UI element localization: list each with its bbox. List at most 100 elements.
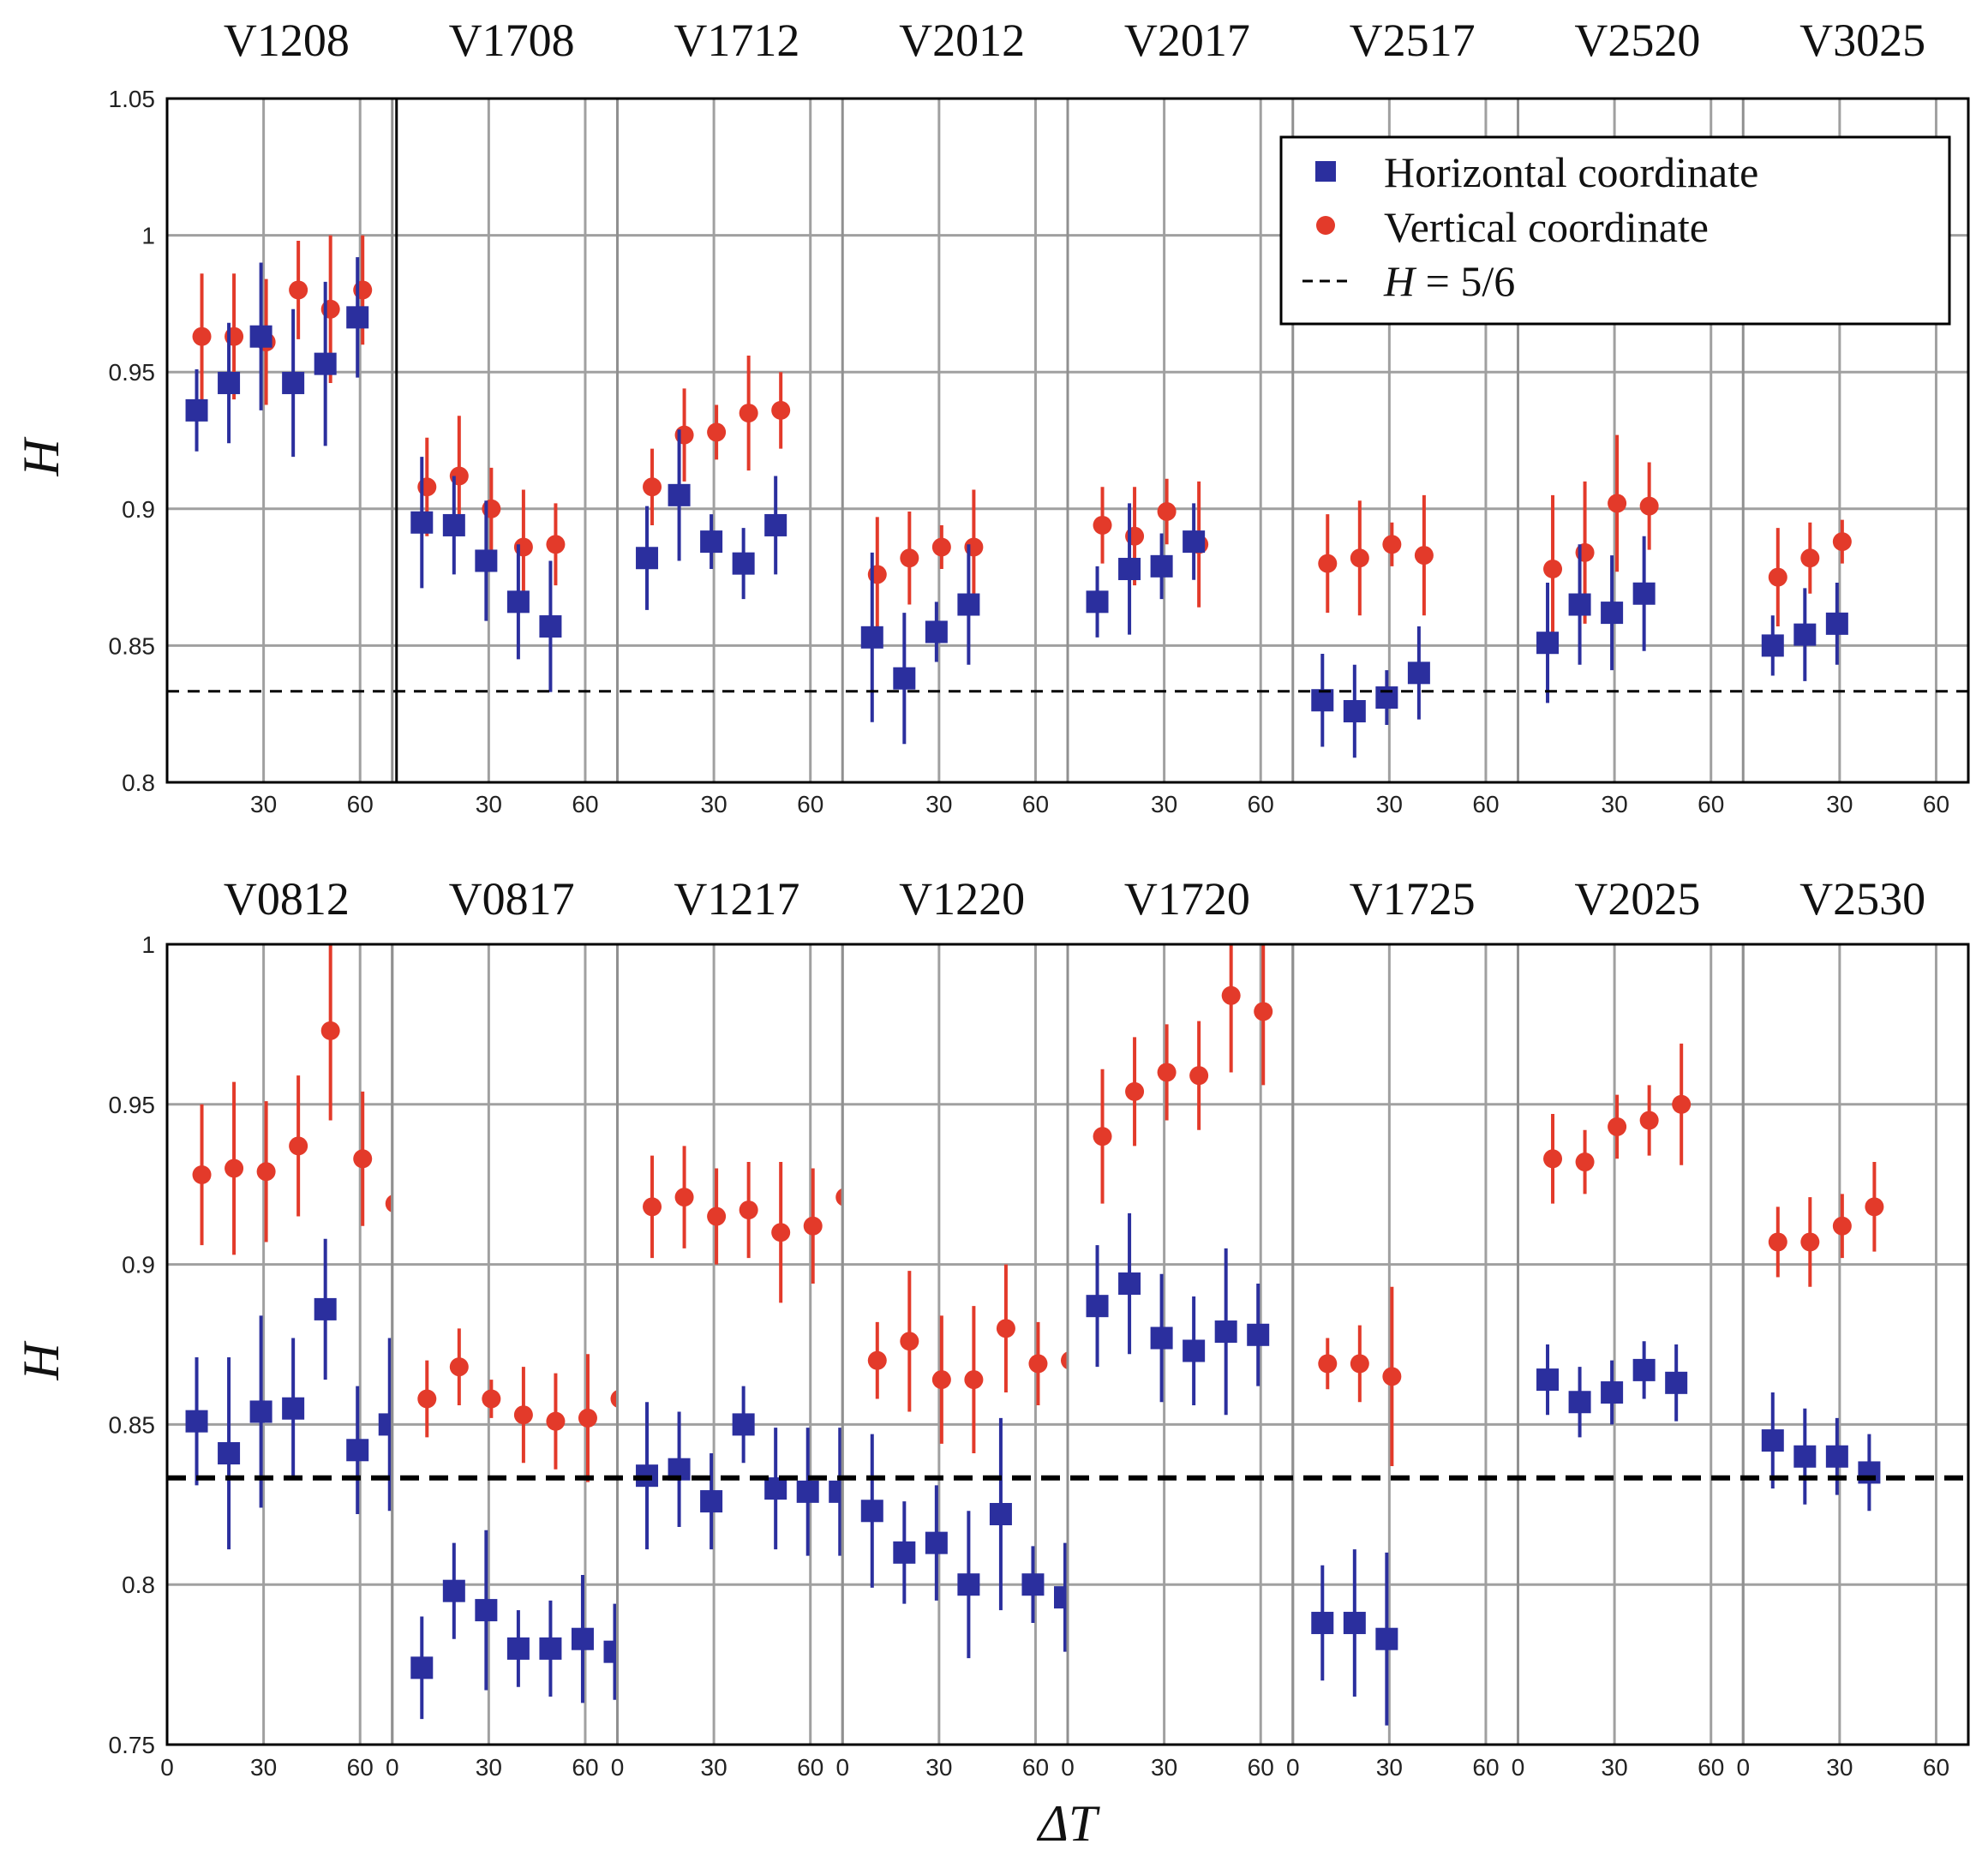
bottom-panel: 0.75 0.8 0.85 0.9 0.95 1 H 0 30 60 V0812 0 30 60 V0817… — [13, 873, 1970, 1852]
vertical-point — [1189, 1066, 1209, 1086]
horizontal-point — [442, 513, 465, 536]
horizontal-point — [475, 549, 498, 572]
horizontal-point — [314, 1297, 337, 1320]
vertical-point — [610, 1389, 618, 1409]
vertical-point — [1157, 1063, 1177, 1082]
vertical-point — [482, 1389, 501, 1409]
horizontal-point — [218, 1442, 241, 1465]
horizontal-point — [668, 483, 691, 506]
horizontal-point — [442, 1579, 465, 1602]
vertical-point — [417, 1389, 437, 1409]
y-tick-label: 1 — [141, 931, 155, 958]
horizontal-point — [989, 1503, 1012, 1526]
subplot-title: V1712 — [674, 15, 799, 66]
vertical-point — [964, 1370, 984, 1390]
horizontal-point — [1825, 1445, 1848, 1468]
x-tick-label: 0 — [1286, 1754, 1300, 1781]
horizontal-point — [1118, 1272, 1141, 1296]
vertical-point — [1350, 1354, 1369, 1374]
subplot-marks — [1086, 944, 1273, 1416]
horizontal-point — [314, 352, 337, 375]
vertical-point — [546, 1411, 566, 1431]
subplot-marks — [410, 1328, 618, 1720]
horizontal-point — [925, 620, 948, 644]
legend-fraction: 5/6 — [1460, 257, 1515, 305]
x-tick-label: 60 — [1248, 1754, 1274, 1781]
subplot-marks — [1761, 519, 1852, 681]
x-tick-label: 0 — [835, 1754, 849, 1781]
horizontal-point — [249, 1400, 272, 1423]
subplot-title: V2012 — [899, 15, 1025, 66]
vertical-point — [1865, 1197, 1884, 1217]
vertical-point — [643, 477, 662, 497]
horizontal-point — [1150, 554, 1173, 578]
horizontal-point — [829, 1480, 843, 1503]
legend-box — [1279, 135, 1951, 326]
subplot-title: V1720 — [1124, 873, 1250, 925]
horizontal-point — [1086, 590, 1109, 614]
horizontal-point — [764, 1477, 787, 1500]
vertical-point — [707, 422, 727, 442]
x-tick-label: 30 — [1826, 791, 1853, 817]
horizontal-point — [732, 552, 755, 575]
vertical-point — [192, 326, 212, 346]
subplot-marks — [1311, 494, 1434, 758]
vertical-point — [1832, 532, 1852, 552]
y-tick-label: 0.75 — [109, 1732, 156, 1758]
y-tick-label: 0.95 — [109, 359, 156, 386]
vertical-point — [1800, 1232, 1820, 1252]
horizontal-point — [506, 1637, 530, 1660]
x-tick-label: 0 — [1061, 1754, 1075, 1781]
horizontal-point — [282, 1397, 305, 1420]
x-tick-label: 30 — [250, 1754, 277, 1781]
vertical-point — [835, 1188, 843, 1206]
horizontal-point — [346, 1439, 369, 1462]
subplot-title: V2520 — [1574, 15, 1700, 66]
y-tick-label: 0.8 — [122, 769, 155, 796]
y-tick-label: 0.95 — [109, 1092, 156, 1118]
horizontal-point — [1665, 1371, 1688, 1394]
legend-dot-marker — [1316, 216, 1335, 235]
vertical-point — [1318, 1354, 1338, 1374]
horizontal-point — [603, 1640, 618, 1663]
x-tick-label: 30 — [476, 791, 502, 817]
vertical-point — [1414, 546, 1434, 566]
x-tick-label: 60 — [572, 1754, 598, 1781]
vertical-point — [1639, 1111, 1659, 1130]
subplot-marks — [185, 944, 392, 1550]
subplot-title: V1217 — [674, 873, 799, 925]
vertical-point — [1093, 1127, 1112, 1147]
horizontal-point — [893, 667, 916, 690]
vertical-point — [289, 280, 308, 300]
x-tick-label: 60 — [1698, 791, 1724, 817]
x-tick-label: 30 — [701, 791, 728, 817]
subplot-marks — [410, 416, 566, 692]
horizontal-point — [410, 1656, 434, 1679]
x-tick-label: 60 — [1248, 791, 1274, 817]
vertical-point — [803, 1216, 823, 1236]
vertical-point — [1832, 1216, 1852, 1236]
subplot-title: V3025 — [1799, 15, 1925, 66]
x-tick-label: 60 — [347, 1754, 374, 1781]
y-tick-label: 0.9 — [122, 496, 155, 523]
horizontal-point — [860, 626, 883, 649]
horizontal-point — [475, 1599, 498, 1622]
horizontal-point — [893, 1541, 916, 1564]
horizontal-point — [410, 511, 434, 534]
x-tick-label: 60 — [1472, 1754, 1499, 1781]
horizontal-point — [1568, 593, 1591, 616]
horizontal-point — [346, 306, 369, 329]
x-tick-label: 30 — [250, 791, 277, 817]
horizontal-point — [1343, 700, 1366, 723]
vertical-point — [1028, 1354, 1048, 1374]
horizontal-point — [1825, 612, 1848, 635]
x-tick-label: 60 — [1923, 791, 1949, 817]
subplot-title: V1208 — [224, 15, 350, 66]
horizontal-point — [1601, 602, 1624, 625]
panel-frame — [165, 97, 1970, 784]
subplot-marks — [1536, 1043, 1692, 1438]
legend-label-horizontal: Horizontal coordinate — [1384, 148, 1758, 196]
horizontal-point — [636, 547, 659, 570]
vertical-point — [1382, 535, 1402, 554]
